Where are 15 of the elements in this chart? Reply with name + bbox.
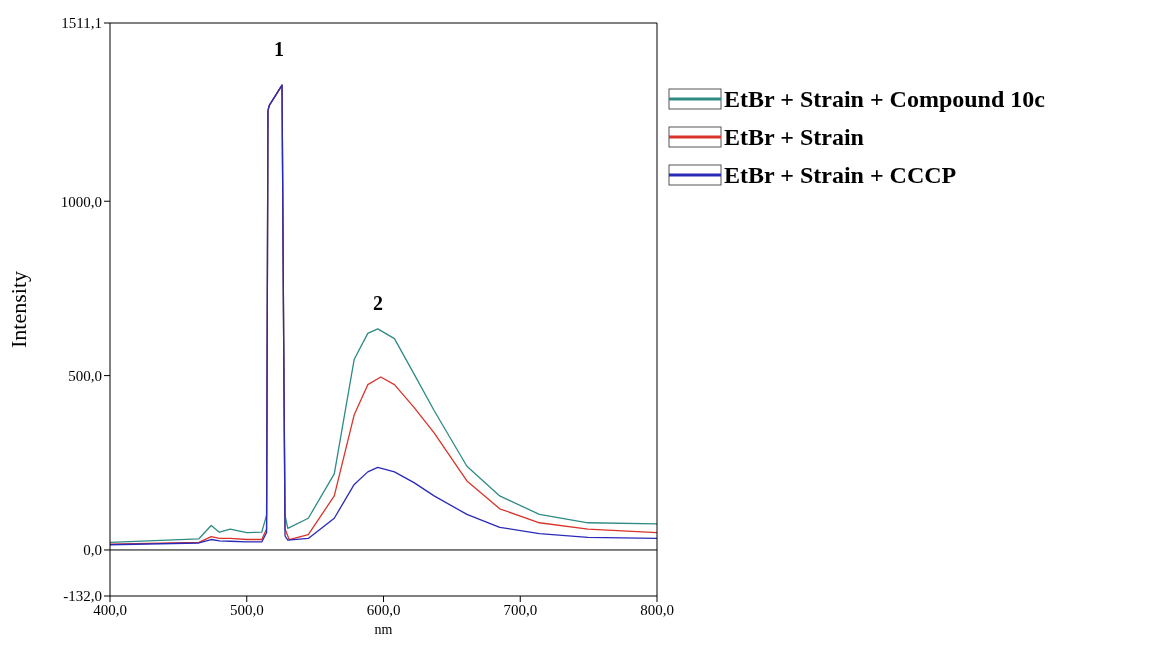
y-tick-label: 500,0 — [68, 367, 102, 384]
annotation: 2 — [373, 292, 383, 315]
y-tick-label: 1511,1 — [61, 15, 102, 32]
x-tick-label: 500,0 — [229, 601, 264, 618]
x-tick-label: 800,0 — [640, 601, 674, 618]
legend-label: EtBr + Strain + Compound 10c — [724, 85, 1045, 113]
legend-label: EtBr + Strain + CCCP — [724, 161, 957, 189]
x-axis-title: nm — [374, 622, 393, 637]
y-tick-label: 1000,0 — [60, 193, 102, 210]
y-tick-label: 0,0 — [83, 542, 102, 559]
x-tick-label: 700,0 — [503, 601, 538, 618]
y-axis-title: Intensity — [5, 271, 31, 348]
legend-label: EtBr + Strain — [724, 123, 864, 151]
x-tick-label: 600,0 — [366, 601, 401, 618]
annotation: 1 — [274, 38, 284, 61]
